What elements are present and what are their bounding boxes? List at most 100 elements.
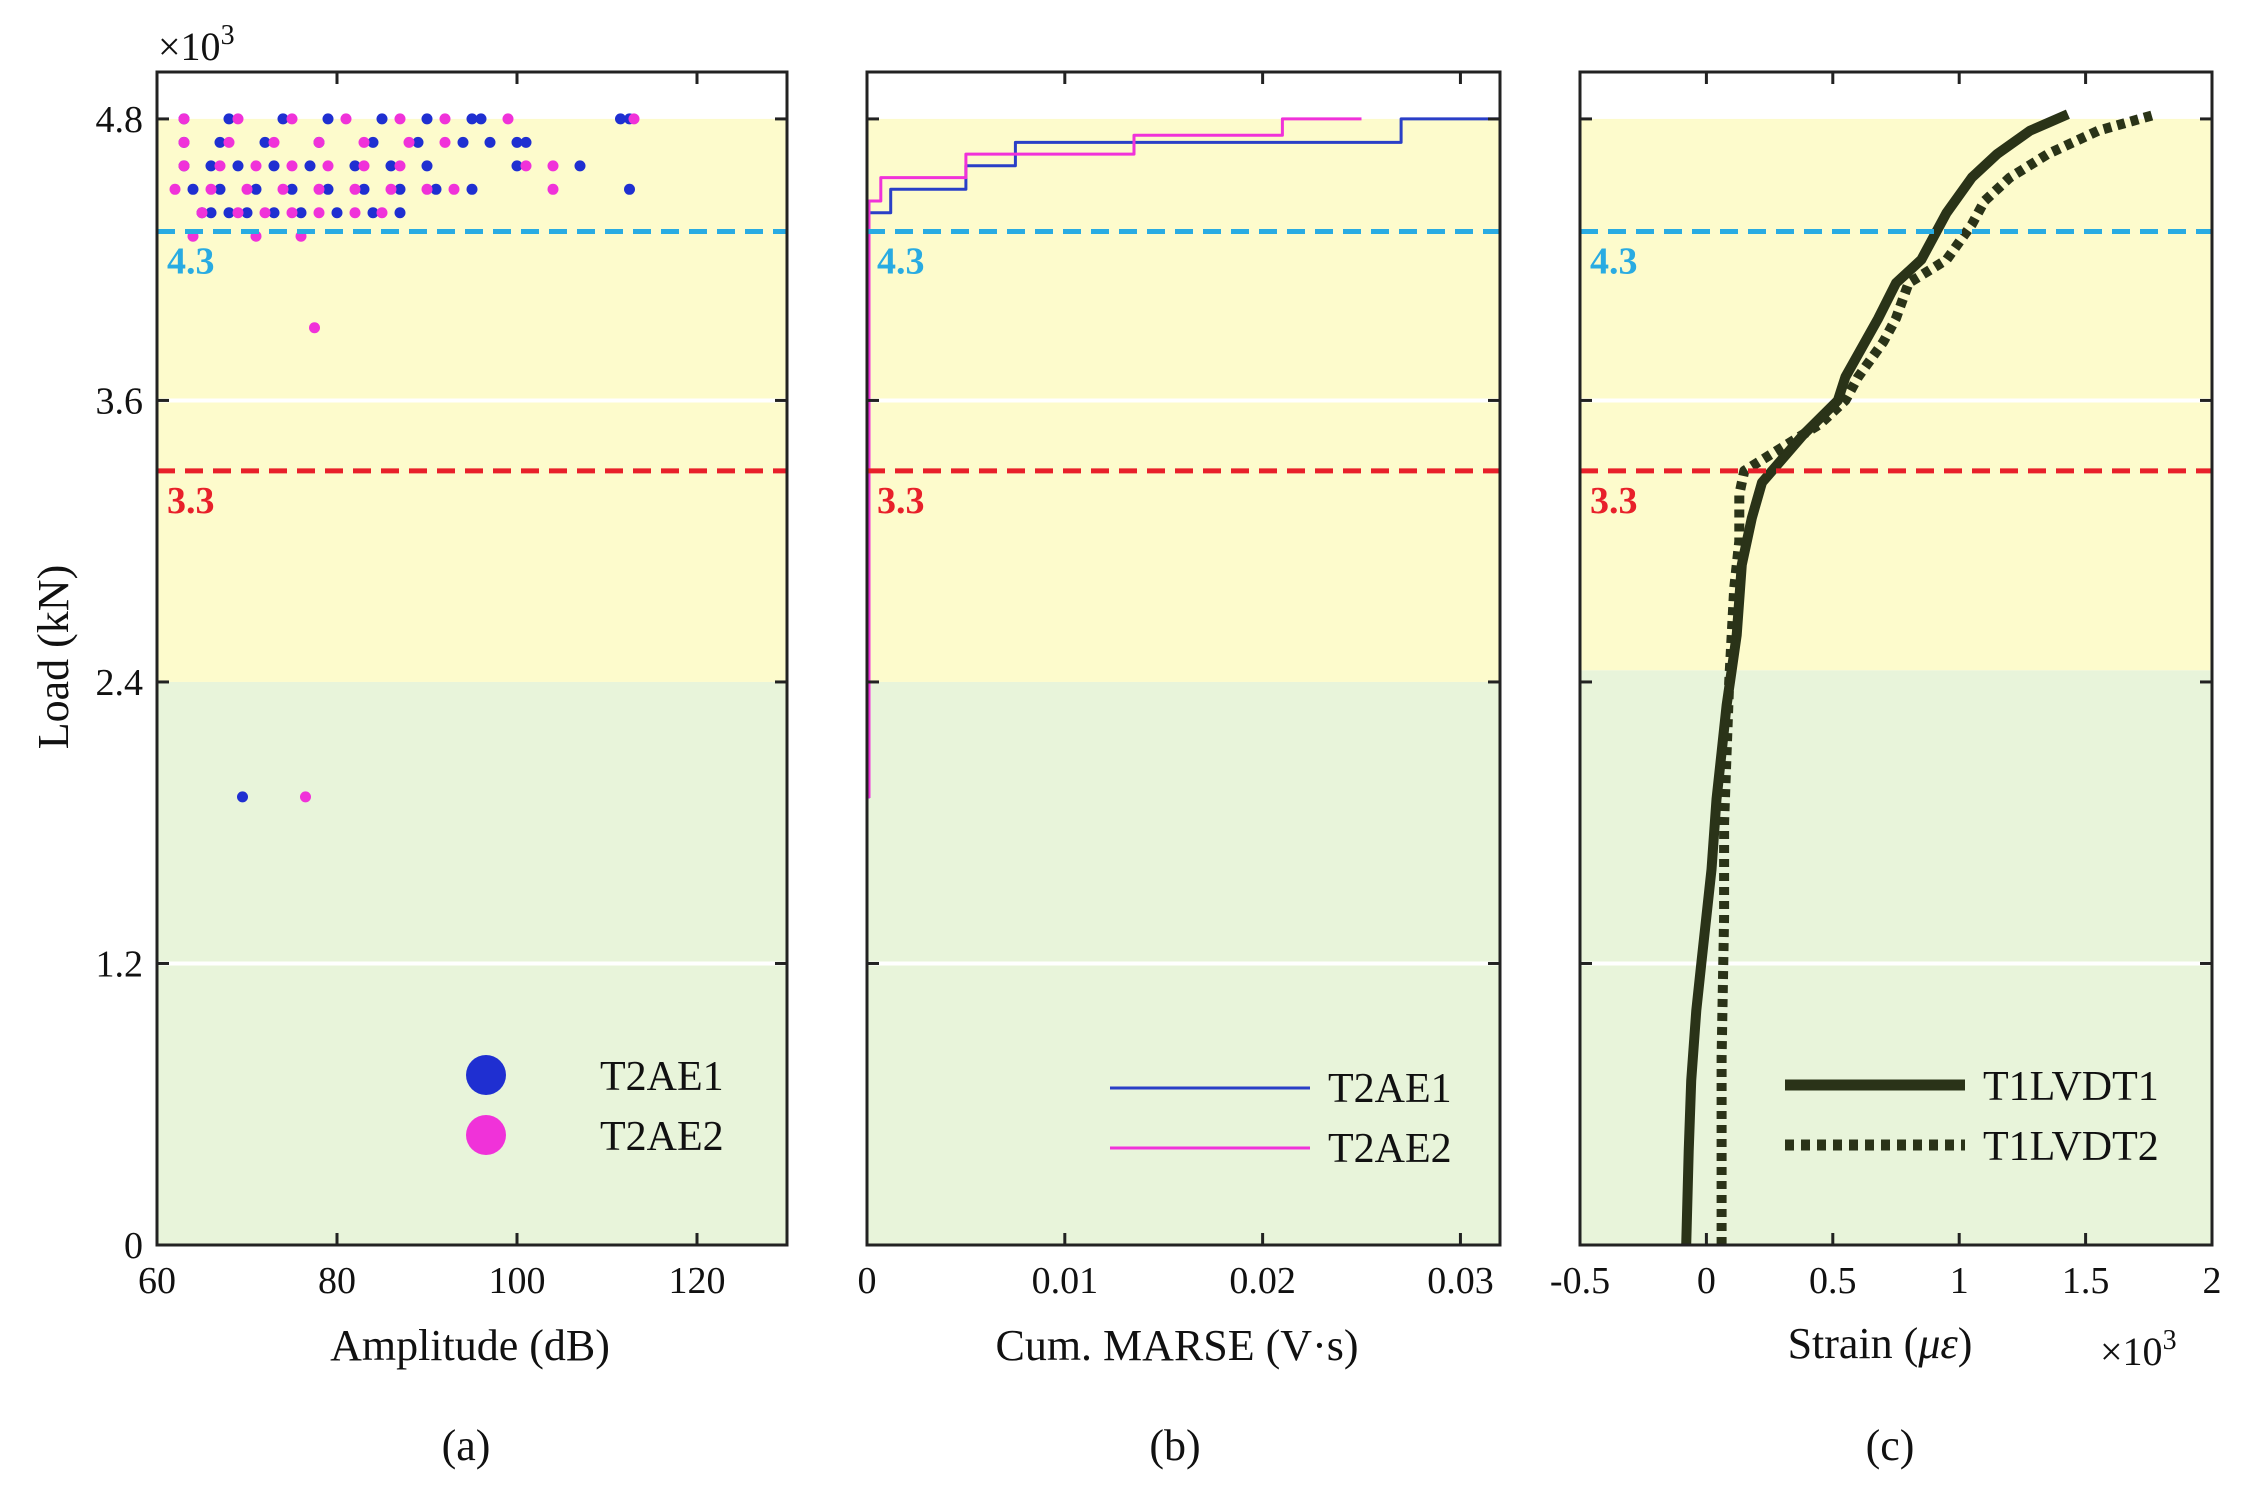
zone-c-1 (1581, 118, 2211, 671)
point-t2ae2-44 (502, 113, 514, 125)
point-t2ae1-15 (358, 183, 370, 195)
legend-marker-t2ae1 (466, 1055, 506, 1095)
point-t2ae2-13 (205, 183, 217, 195)
series-line-t1lvdt1 (1681, 109, 2070, 1246)
axes-box-b (865, 70, 1502, 1247)
point-t2ae1-48 (615, 113, 626, 125)
point-t2ae2-36 (403, 136, 415, 148)
point-t2ae2-16 (313, 183, 325, 195)
point-t2ae1-32 (259, 136, 271, 148)
point-t2ae2-41 (340, 113, 352, 125)
point-t2ae1-9 (394, 207, 406, 219)
point-t2ae1-18 (466, 183, 478, 195)
point-t2ae1-34 (367, 136, 379, 148)
threshold-label-c-1: 3.3 (1590, 480, 1638, 522)
ytick-label-0: 0 (124, 1225, 143, 1267)
point-t2ae2-19 (421, 183, 433, 195)
point-t2ae2-18 (385, 183, 397, 195)
zones-c (1581, 118, 2211, 1245)
axes-box-a (155, 70, 789, 1247)
point-t2ae1-26 (385, 160, 397, 172)
legend-label-t2ae1-b: T2AE1 (1328, 1066, 1452, 1112)
point-t2ae1-17 (430, 183, 442, 195)
point-t2ae1-36 (457, 136, 469, 148)
point-t2ae1-14 (322, 183, 334, 195)
panel-label-b: (b) (1149, 1421, 1200, 1470)
x-axis-label-c: Strain (με) (1788, 1319, 1973, 1368)
threshold-label-a-0: 4.3 (167, 241, 215, 283)
xtick-label-b-2: 0.02 (1229, 1260, 1296, 1302)
threshold-label-b-1: 3.3 (877, 480, 925, 522)
xtick-label-c-0: -0.5 (1550, 1260, 1610, 1302)
point-t2ae2-31 (178, 136, 190, 148)
point-t2ae1-22 (232, 160, 244, 172)
point-t2ae2-17 (349, 183, 361, 195)
annotations-a: 4.3 3.3 (157, 229, 787, 522)
point-t2ae2-45 (628, 113, 640, 125)
point-t2ae1-24 (304, 160, 316, 172)
point-t2ae1-13 (286, 183, 298, 195)
marks-a (169, 113, 640, 803)
legend-marker-t2ae2 (466, 1115, 506, 1155)
point-t2ae2-6 (232, 207, 244, 219)
point-t2ae2-14 (241, 183, 253, 195)
xtick-label-c-4: 1.5 (2062, 1260, 2110, 1302)
xtick-label-a-2: 100 (489, 1260, 546, 1302)
marks-c (1681, 109, 2158, 1246)
point-t2ae1-41 (223, 113, 235, 125)
point-t2ae1-11 (214, 183, 226, 195)
panel-c: 4.3 3.3 -0.5 0 0.5 1 1.5 2 Strain (με) ×103 (c… (1550, 70, 2222, 1470)
point-t2ae2-15 (277, 183, 289, 195)
point-t2ae1-31 (214, 136, 226, 148)
point-t2ae2-39 (232, 113, 244, 125)
annotations-c: 4.3 3.3 (1580, 229, 2212, 522)
point-t2ae2-10 (349, 207, 361, 219)
point-t2ae1-39 (520, 136, 532, 148)
point-t2ae1-7 (331, 207, 343, 219)
point-t2ae2-37 (439, 136, 451, 148)
series-line-t1lvdt2 (1716, 109, 2158, 1245)
threshold-label-a-1: 3.3 (167, 480, 215, 522)
point-t2ae1-27 (421, 160, 433, 172)
point-t2ae1-12 (250, 183, 262, 195)
axes-c: -0.5 0 0.5 1 1.5 2 (1550, 70, 2222, 1302)
point-t2ae1-3 (223, 207, 235, 219)
point-t2ae2-11 (376, 207, 388, 219)
point-t2ae1-47 (475, 113, 487, 125)
series-line-t2ae2 (867, 117, 1362, 799)
panel-label-a: (a) (442, 1421, 491, 1470)
point-t2ae2-20 (448, 183, 460, 195)
ytick-label-2: 2.4 (96, 662, 144, 704)
legend-label-t1lvdt2: T1LVDT2 (1983, 1124, 2159, 1170)
point-t2ae1-10 (187, 183, 199, 195)
point-t2ae1-4 (241, 207, 253, 219)
legend-b: T2AE1 T2AE2 (1110, 1066, 1452, 1172)
point-t2ae1-0 (237, 791, 248, 803)
point-t2ae2-5 (196, 207, 208, 219)
xtick-label-b-1: 0.01 (1032, 1260, 1099, 1302)
point-t2ae2-28 (394, 160, 406, 172)
y-axis-label: Load (kN) (29, 565, 78, 750)
annotations-b: 4.3 3.3 (867, 229, 1500, 522)
point-t2ae1-6 (295, 207, 307, 219)
xtick-label-a-3: 120 (669, 1260, 726, 1302)
point-t2ae2-23 (214, 160, 226, 172)
point-t2ae2-30 (547, 160, 559, 172)
point-t2ae2-9 (313, 207, 325, 219)
legend-a: T2AE1 T2AE2 (466, 1054, 724, 1160)
ytick-label-3: 3.6 (96, 380, 144, 422)
point-t2ae1-16 (394, 183, 406, 195)
panel-b: 4.3 3.3 0 0.01 0.02 0.03 Cum. MARSE (V·s) (b… (858, 70, 1502, 1470)
point-t2ae1-35 (412, 136, 424, 148)
point-t2ae2-27 (358, 160, 370, 172)
x-multiplier: ×103 (2100, 1325, 2177, 1374)
panel-label-c: (c) (1866, 1421, 1915, 1470)
xtick-label-c-1: 0 (1697, 1260, 1716, 1302)
axes-a: 0 1.2 2.4 3.6 4.8 60 80 100 120 (96, 70, 789, 1302)
zones-b (868, 118, 1499, 1245)
point-t2ae1-42 (277, 113, 289, 125)
panel-a: 4.3 3.3 0 1.2 2.4 3.6 4.8 60 80 100 120 Amplitude… (29, 20, 789, 1470)
legend-c: T1LVDT1 T1LVDT2 (1785, 1064, 2159, 1170)
point-t2ae2-1 (309, 322, 320, 334)
